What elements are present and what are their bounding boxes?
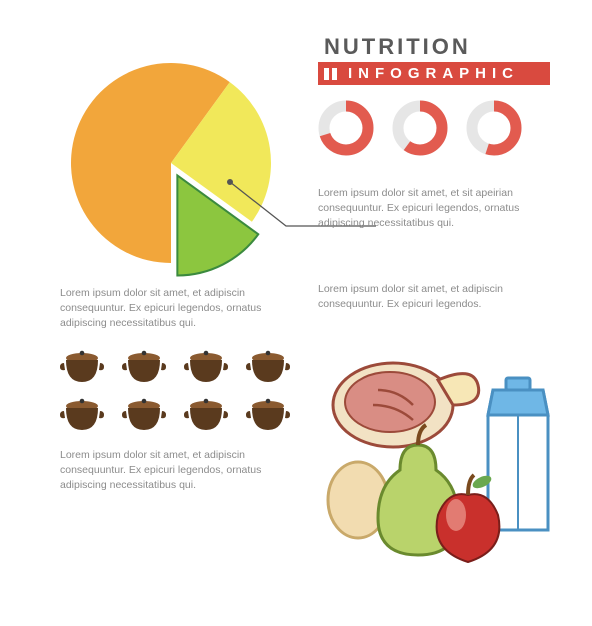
title-block: NUTRITION INFOGRAPHIC (318, 34, 550, 85)
pot-icon (60, 348, 108, 390)
pot-icon (246, 348, 294, 390)
title-main: NUTRITION (318, 34, 550, 60)
pie-chart (56, 48, 266, 258)
donut-2 (392, 100, 448, 156)
donut-1 (318, 100, 374, 156)
donut-3 (466, 100, 522, 156)
food-cluster-icon (318, 350, 568, 580)
milk-icon (488, 378, 548, 530)
donut-row (318, 100, 522, 156)
pot-icon (184, 348, 232, 390)
para-left-1: Lorem ipsum dolor sit amet, et adipiscin… (60, 286, 284, 332)
steak-icon (333, 363, 479, 447)
banner-bars-icon (324, 68, 337, 80)
para-right-1: Lorem ipsum dolor sit amet, et sit apeir… (318, 186, 546, 232)
title-banner: INFOGRAPHIC (318, 62, 550, 85)
title-sub: INFOGRAPHIC (348, 65, 519, 82)
pot-icon-grid (60, 348, 294, 438)
pot-icon (122, 396, 170, 438)
para-left-2: Lorem ipsum dolor sit amet, et adipiscin… (60, 448, 284, 494)
para-right-2: Lorem ipsum dolor sit amet, et adipiscin… (318, 282, 546, 312)
pot-icon (246, 396, 294, 438)
pot-icon (184, 396, 232, 438)
pot-icon (122, 348, 170, 390)
pot-icon (60, 396, 108, 438)
